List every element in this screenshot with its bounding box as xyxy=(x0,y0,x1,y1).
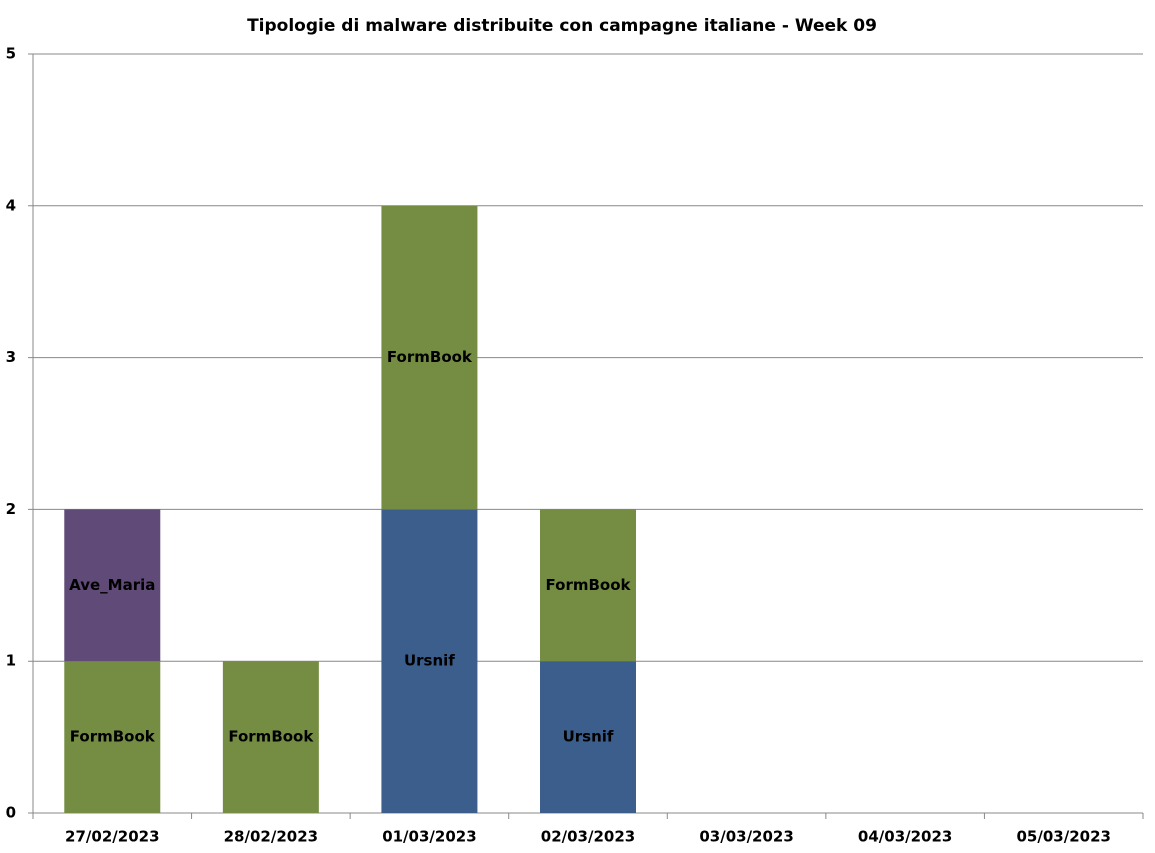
data-label: Ursnif xyxy=(563,728,614,746)
bar-segment xyxy=(222,661,319,813)
y-tick-label: 5 xyxy=(6,45,16,63)
x-tick-label: 01/03/2023 xyxy=(382,828,476,846)
y-tick-label: 2 xyxy=(6,500,16,518)
data-label: FormBook xyxy=(546,576,632,594)
bar-segment xyxy=(381,509,478,813)
y-tick-label: 1 xyxy=(6,652,16,670)
data-label: FormBook xyxy=(70,728,156,746)
x-tick-label: 05/03/2023 xyxy=(1016,828,1110,846)
y-tick-label: 0 xyxy=(6,804,16,822)
y-tick-label: 4 xyxy=(6,196,16,214)
y-tick-label: 3 xyxy=(6,348,16,366)
bar-segment xyxy=(381,205,478,510)
bar-segment xyxy=(540,661,636,813)
x-tick-label: 03/03/2023 xyxy=(699,828,793,846)
x-tick-label: 02/03/2023 xyxy=(541,828,635,846)
bar-segment xyxy=(540,509,636,662)
data-label: FormBook xyxy=(387,348,473,366)
x-tick-label: 28/02/2023 xyxy=(224,828,318,846)
x-tick-label: 04/03/2023 xyxy=(858,828,952,846)
data-label: Ave_Maria xyxy=(69,576,155,594)
x-tick-label: 27/02/2023 xyxy=(65,828,159,846)
bar-segment xyxy=(64,661,161,813)
chart-title: Tipologie di malware distribuite con cam… xyxy=(247,16,877,36)
data-label: FormBook xyxy=(228,728,314,746)
bar-segment xyxy=(64,509,161,662)
data-label: Ursnif xyxy=(404,652,455,670)
